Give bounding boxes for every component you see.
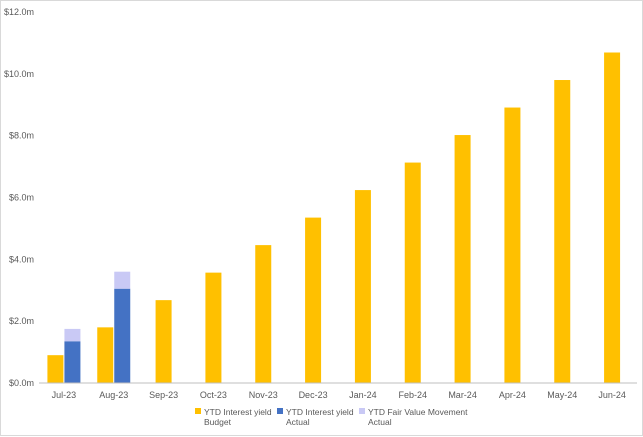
x-tick-label: Jul-23 xyxy=(52,390,77,400)
y-tick-label: $2.0m xyxy=(9,316,34,326)
bar-budget-mar-24 xyxy=(454,135,471,383)
bar-budget-jun-24 xyxy=(604,52,621,384)
x-tick-label: Apr-24 xyxy=(499,390,526,400)
bar-fair-value-actual-jul-23 xyxy=(64,328,81,342)
bar-budget-may-24 xyxy=(554,80,571,384)
legend-swatch xyxy=(277,408,283,414)
y-tick-label: $4.0m xyxy=(9,254,34,264)
x-tick-label: Mar-24 xyxy=(448,390,477,400)
y-tick-label: $6.0m xyxy=(9,193,34,203)
x-tick-label: Nov-23 xyxy=(249,390,278,400)
bar-budget-feb-24 xyxy=(404,162,421,383)
bar-budget-jul-23 xyxy=(47,355,64,383)
x-axis-tick-labels: Jul-23 Aug-23 Sep-23 Oct-23 Nov-23 Dec-23 Jan-… xyxy=(52,390,626,400)
x-tick-label: Jan-24 xyxy=(349,390,377,400)
bar-interest-actual-aug-23 xyxy=(114,288,131,383)
bar-budget-dec-23 xyxy=(305,217,322,383)
y-tick-label: $10.0m xyxy=(4,69,34,79)
bar-budget-apr-24 xyxy=(504,107,521,383)
legend-label: Actual xyxy=(286,417,310,427)
x-tick-label: Dec-23 xyxy=(299,390,328,400)
y-tick-label: $0.0m xyxy=(9,378,34,388)
y-tick-label: $12.0m xyxy=(4,7,34,17)
legend-label: Budget xyxy=(204,417,232,427)
x-tick-label: Jun-24 xyxy=(598,390,626,400)
y-axis-tick-labels: $0.0m $2.0m $4.0m $6.0m $8.0m $10.0m $12.0m xyxy=(4,7,34,388)
legend-swatch xyxy=(359,408,365,414)
bar-budget-sep-23 xyxy=(155,300,172,383)
x-tick-label: Sep-23 xyxy=(149,390,178,400)
y-tick-label: $8.0m xyxy=(9,131,34,141)
legend-label: YTD Fair Value Movement xyxy=(368,407,468,417)
bars-group xyxy=(47,52,621,384)
legend-label: YTD Interest yield xyxy=(286,407,354,417)
x-tick-label: May-24 xyxy=(547,390,577,400)
bar-budget-jan-24 xyxy=(354,190,371,383)
bar-fair-value-actual-aug-23 xyxy=(114,271,131,289)
legend-label: Actual xyxy=(368,417,392,427)
x-tick-label: Feb-24 xyxy=(398,390,427,400)
legend-swatch xyxy=(195,408,201,414)
legend-label: YTD Interest yield xyxy=(204,407,272,417)
bar-budget-nov-23 xyxy=(255,245,272,383)
bar-budget-oct-23 xyxy=(205,272,222,383)
x-tick-label: Oct-23 xyxy=(200,390,227,400)
x-tick-label: Aug-23 xyxy=(99,390,128,400)
bar-interest-actual-jul-23 xyxy=(64,341,81,383)
bar-budget-aug-23 xyxy=(97,327,114,383)
